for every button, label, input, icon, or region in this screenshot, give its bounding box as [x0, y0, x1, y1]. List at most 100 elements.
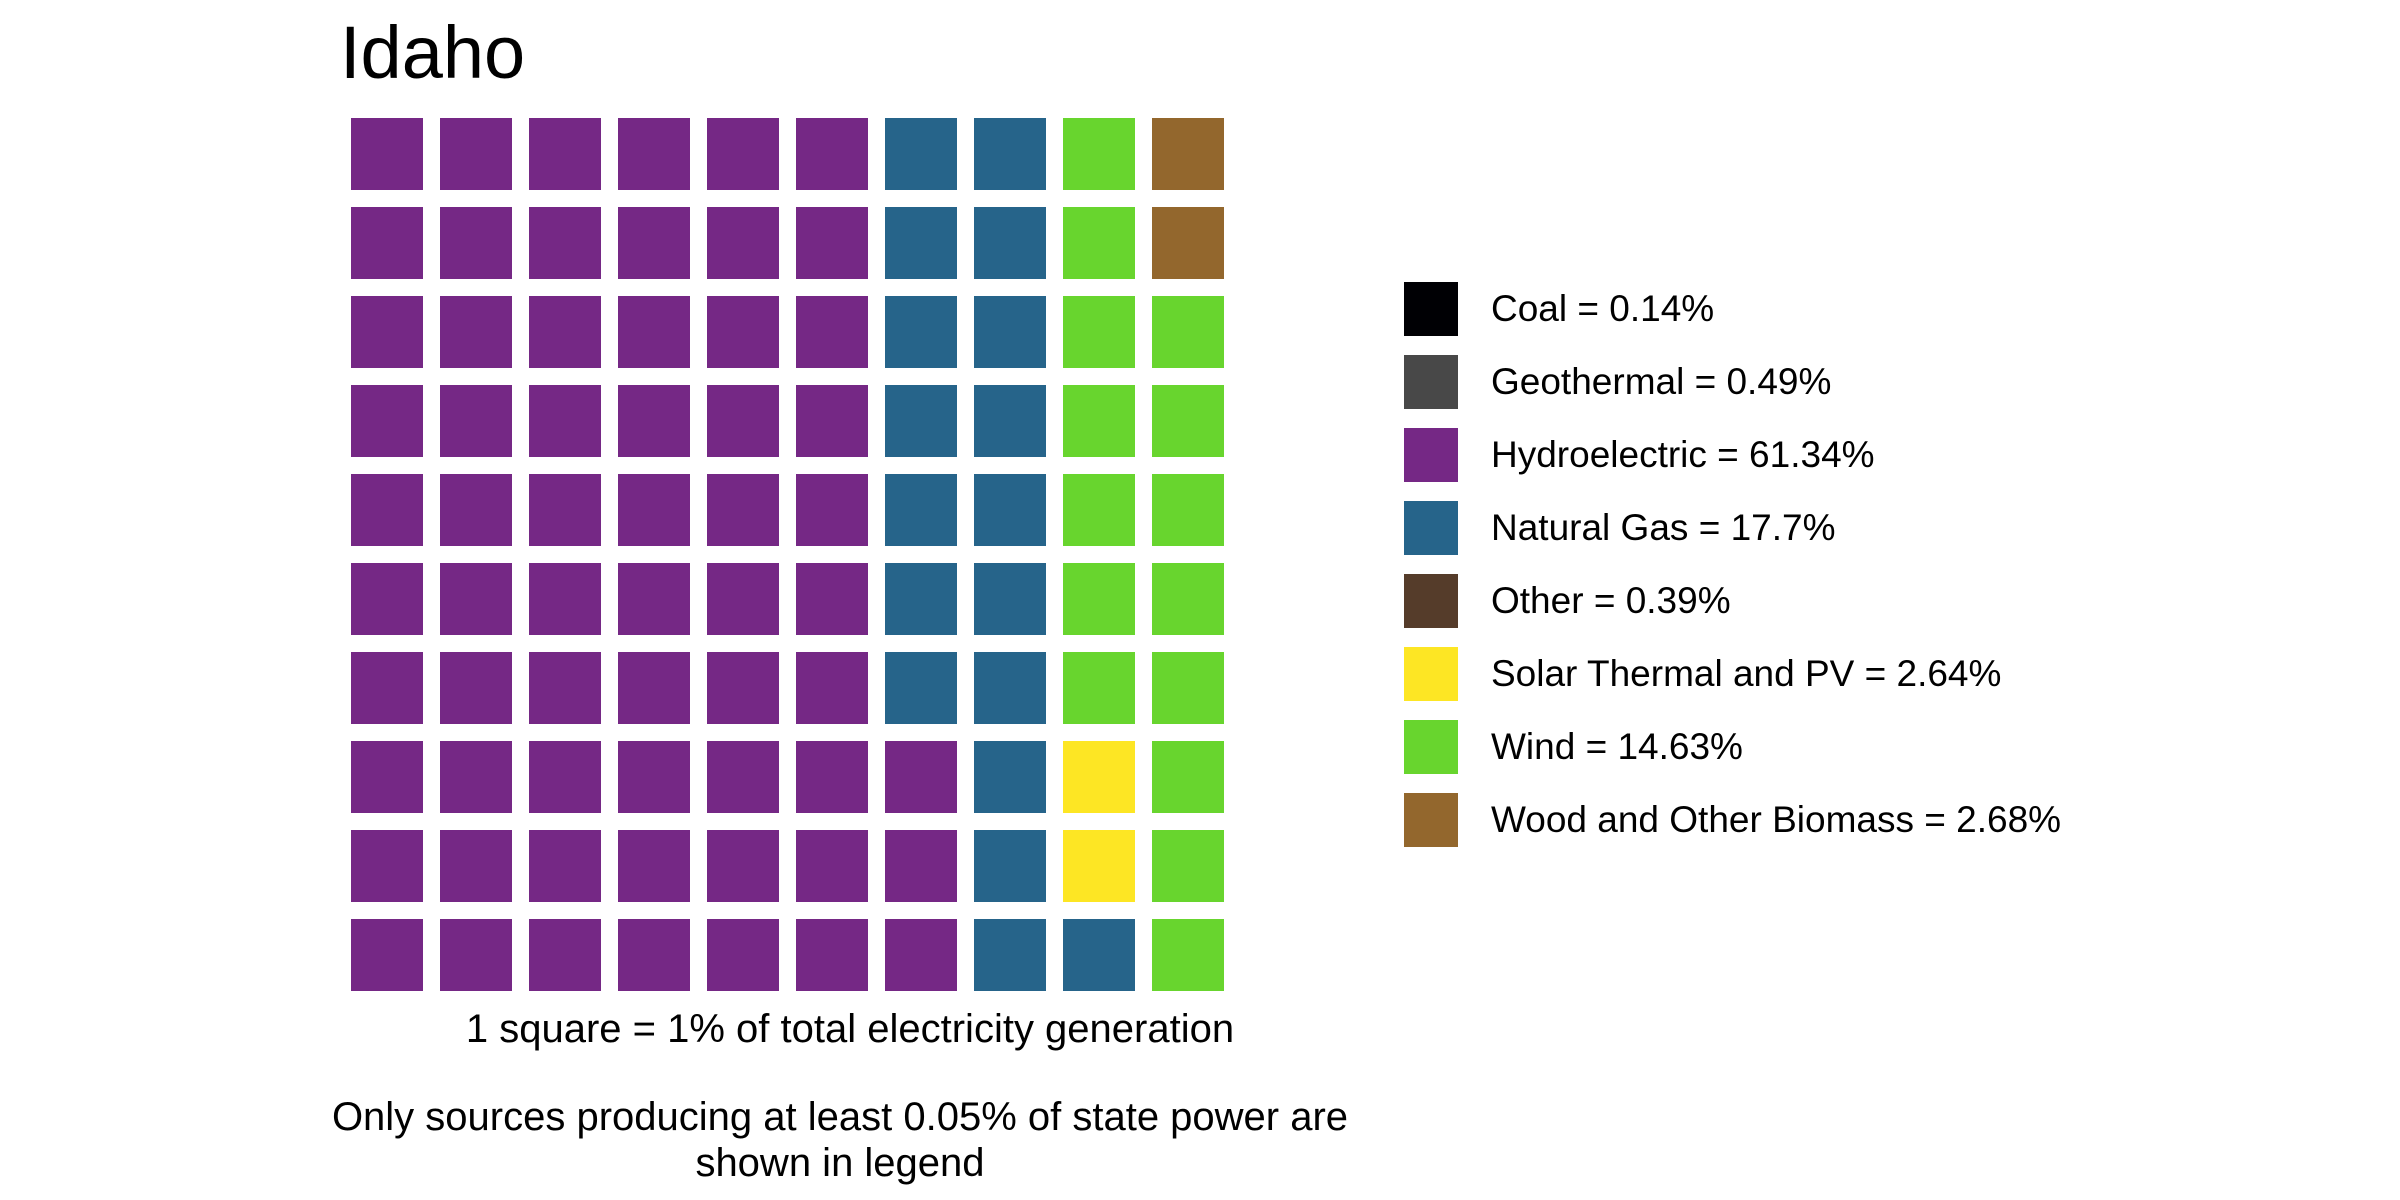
legend-item: Natural Gas = 17.7% [1404, 491, 2061, 564]
waffle-square [618, 207, 690, 279]
waffle-square [974, 741, 1046, 813]
waffle-square [974, 919, 1046, 991]
legend-label: Coal = 0.14% [1491, 287, 1715, 329]
waffle-square [707, 919, 779, 991]
waffle-square [1152, 207, 1224, 279]
waffle-square [885, 563, 957, 635]
waffle-square [440, 652, 512, 724]
waffle-square [1063, 474, 1135, 546]
waffle-square [529, 919, 601, 991]
waffle-square [618, 296, 690, 368]
waffle-square [440, 207, 512, 279]
waffle-square [440, 563, 512, 635]
waffle-square [529, 118, 601, 190]
waffle-square [351, 207, 423, 279]
chart-caption: 1 square = 1% of total electricity gener… [465, 1007, 1235, 1051]
waffle-square [529, 652, 601, 724]
waffle-square [440, 296, 512, 368]
waffle-square [529, 207, 601, 279]
waffle-square [885, 207, 957, 279]
waffle-square [974, 118, 1046, 190]
waffle-square [974, 474, 1046, 546]
waffle-square [1152, 652, 1224, 724]
waffle-square [618, 741, 690, 813]
waffle-square [529, 474, 601, 546]
legend-swatch [1404, 427, 1458, 482]
waffle-square [529, 741, 601, 813]
waffle-square [1063, 830, 1135, 902]
legend-swatch [1404, 646, 1458, 701]
legend-label: Hydroelectric = 61.34% [1491, 433, 1875, 475]
waffle-square [885, 385, 957, 457]
legend-swatch [1404, 500, 1458, 555]
waffle-square [796, 830, 868, 902]
waffle-square [974, 830, 1046, 902]
waffle-square [796, 741, 868, 813]
legend-label: Wind = 14.63% [1491, 725, 1743, 767]
waffle-square [707, 207, 779, 279]
waffle-square [974, 563, 1046, 635]
waffle-square [351, 296, 423, 368]
waffle-square [440, 830, 512, 902]
waffle-square [529, 296, 601, 368]
waffle-square [796, 652, 868, 724]
waffle-square [618, 385, 690, 457]
legend: Coal = 0.14% Geothermal = 0.49% Hydroelect… [1404, 272, 2061, 856]
waffle-square [618, 118, 690, 190]
waffle-square [1063, 741, 1135, 813]
waffle-square [1152, 830, 1224, 902]
waffle-square [1152, 296, 1224, 368]
waffle-square [974, 385, 1046, 457]
waffle-square [796, 385, 868, 457]
waffle-square [529, 563, 601, 635]
waffle-square [618, 919, 690, 991]
waffle-square [974, 652, 1046, 724]
waffle-square [1152, 118, 1224, 190]
waffle-square [707, 830, 779, 902]
waffle-square [1152, 474, 1224, 546]
chart-note-line-2: shown in legend [695, 1141, 985, 1185]
legend-swatch [1404, 281, 1458, 336]
waffle-square [529, 385, 601, 457]
waffle-square [1063, 652, 1135, 724]
legend-swatch [1404, 792, 1458, 847]
waffle-square [885, 296, 957, 368]
legend-swatch [1404, 719, 1458, 774]
legend-item: Geothermal = 0.49% [1404, 345, 2061, 418]
legend-item: Other = 0.39% [1404, 564, 2061, 637]
legend-label: Wood and Other Biomass = 2.68% [1491, 798, 2062, 840]
waffle-square [974, 207, 1046, 279]
legend-item: Coal = 0.14% [1404, 272, 2061, 345]
waffle-square [351, 385, 423, 457]
waffle-square [974, 296, 1046, 368]
waffle-square [440, 474, 512, 546]
waffle-square [885, 474, 957, 546]
legend-item: Wind = 14.63% [1404, 710, 2061, 783]
waffle-square [440, 919, 512, 991]
waffle-square [1152, 563, 1224, 635]
legend-swatch [1404, 354, 1458, 409]
waffle-square [440, 741, 512, 813]
waffle-square [1063, 207, 1135, 279]
legend-label: Natural Gas = 17.7% [1491, 506, 1836, 548]
waffle-square [707, 118, 779, 190]
waffle-square [1063, 118, 1135, 190]
waffle-square [618, 652, 690, 724]
waffle-square [885, 741, 957, 813]
waffle-square [529, 830, 601, 902]
waffle-square [618, 474, 690, 546]
waffle-square [1063, 563, 1135, 635]
waffle-square [351, 830, 423, 902]
legend-item: Solar Thermal and PV = 2.64% [1404, 637, 2061, 710]
waffle-square [1152, 741, 1224, 813]
waffle-square [796, 919, 868, 991]
waffle-square [796, 207, 868, 279]
waffle-square [796, 118, 868, 190]
waffle-square [618, 830, 690, 902]
waffle-square [618, 563, 690, 635]
legend-item: Hydroelectric = 61.34% [1404, 418, 2061, 491]
waffle-square [351, 474, 423, 546]
waffle-square [707, 385, 779, 457]
waffle-square [796, 474, 868, 546]
